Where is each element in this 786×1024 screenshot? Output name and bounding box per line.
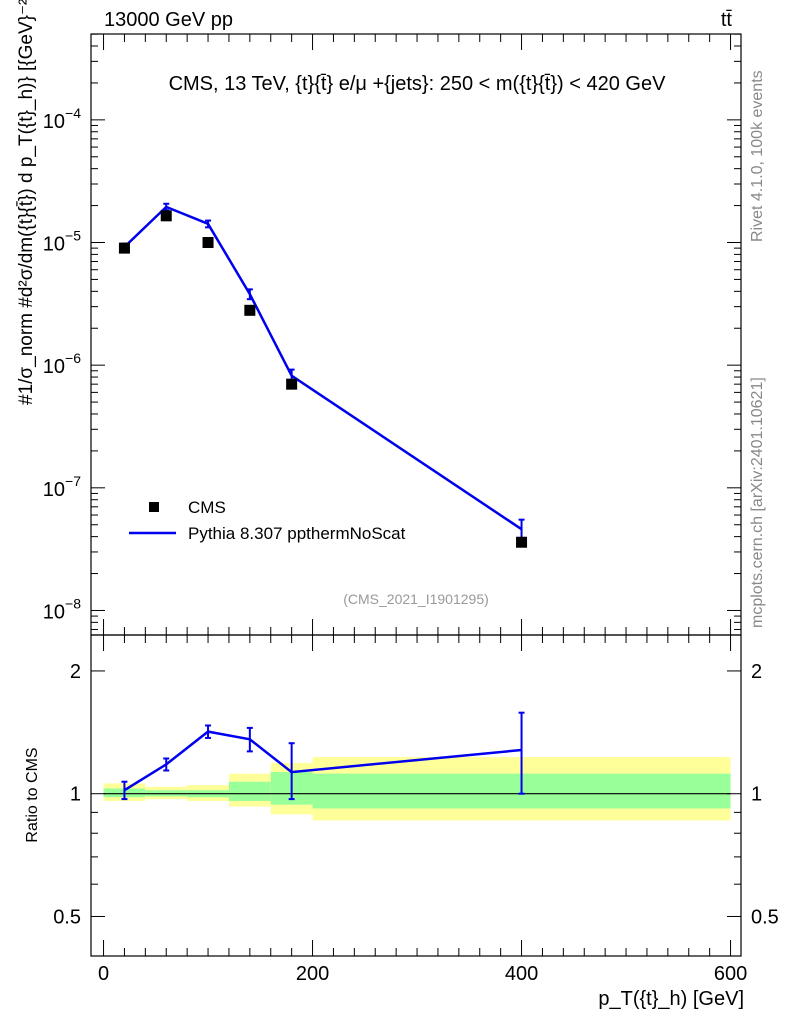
y-tick-label-main: 10−6 [43, 350, 81, 378]
main-ylabel: #1/σ_norm #d²σ/dm({t}{t̄}) d p_T({t}_h)}… [16, 0, 37, 405]
watermark: (CMS_2021_I1901295) [343, 591, 489, 607]
ratio-frame [90, 634, 742, 957]
x-tick-label: 600 [714, 963, 747, 985]
x-tick-label: 0 [98, 963, 109, 985]
y-tick-label-ratio: 0.5 [53, 906, 81, 928]
ratio-ylabel: Ratio to CMS [24, 747, 41, 842]
y-tick-label-main: 10−5 [43, 228, 81, 256]
y-tick-label-main: 10−4 [43, 105, 81, 133]
x-tick-label: 200 [296, 963, 329, 985]
pythia-series-line [123, 205, 523, 531]
legend: CMS Pythia 8.307 ppthermNoScat [129, 498, 406, 543]
y-tick-label-ratio-right: 1 [751, 784, 762, 806]
main-panel: 10−8 10−7 10−6 10−5 10−4 CMS, 13 TeV, {t}{t̄… [16, 0, 742, 636]
main-frame [90, 33, 742, 636]
mcplots-label: mcplots.cern.ch [arXiv:2401.10621] [749, 377, 766, 628]
process-label: tt̄ [721, 9, 733, 31]
rivet-label: Rivet 4.1.0, 100k events [749, 70, 766, 242]
ratio-series-line [123, 730, 522, 792]
legend-pythia-label: Pythia 8.307 ppthermNoScat [188, 524, 406, 543]
cms-data-point [516, 536, 528, 548]
ratio-panel: 0 200 400 600 0.5 0.5 1 1 2 2 Ratio to CMS p_T({t… [24, 634, 779, 1010]
y-tick-label-ratio-right: 0.5 [751, 906, 779, 928]
y-tick-label-ratio: 2 [70, 661, 81, 683]
cms-data-point [244, 304, 256, 316]
cms-data-point [160, 210, 172, 222]
energy-label: 13000 GeV pp [104, 9, 233, 31]
cms-band-green [228, 781, 271, 801]
cms-data-point [202, 237, 214, 249]
legend-cms-label: CMS [188, 498, 226, 517]
y-tick-label-ratio: 1 [70, 784, 81, 806]
y-tick-label-ratio-right: 2 [751, 661, 762, 683]
x-tick-label: 400 [505, 963, 538, 985]
cms-data-point [286, 378, 298, 390]
y-tick-label-main: 10−8 [43, 595, 81, 623]
main-title: CMS, 13 TeV, {t}{t̄} e/μ +{jets}: 250 < … [169, 73, 667, 95]
ratio-xlabel: p_T({t}_h) [GeV] [598, 988, 744, 1010]
legend-cms-marker [149, 502, 159, 512]
y-tick-label-main: 10−7 [43, 473, 81, 501]
cms-data-point [118, 242, 130, 254]
